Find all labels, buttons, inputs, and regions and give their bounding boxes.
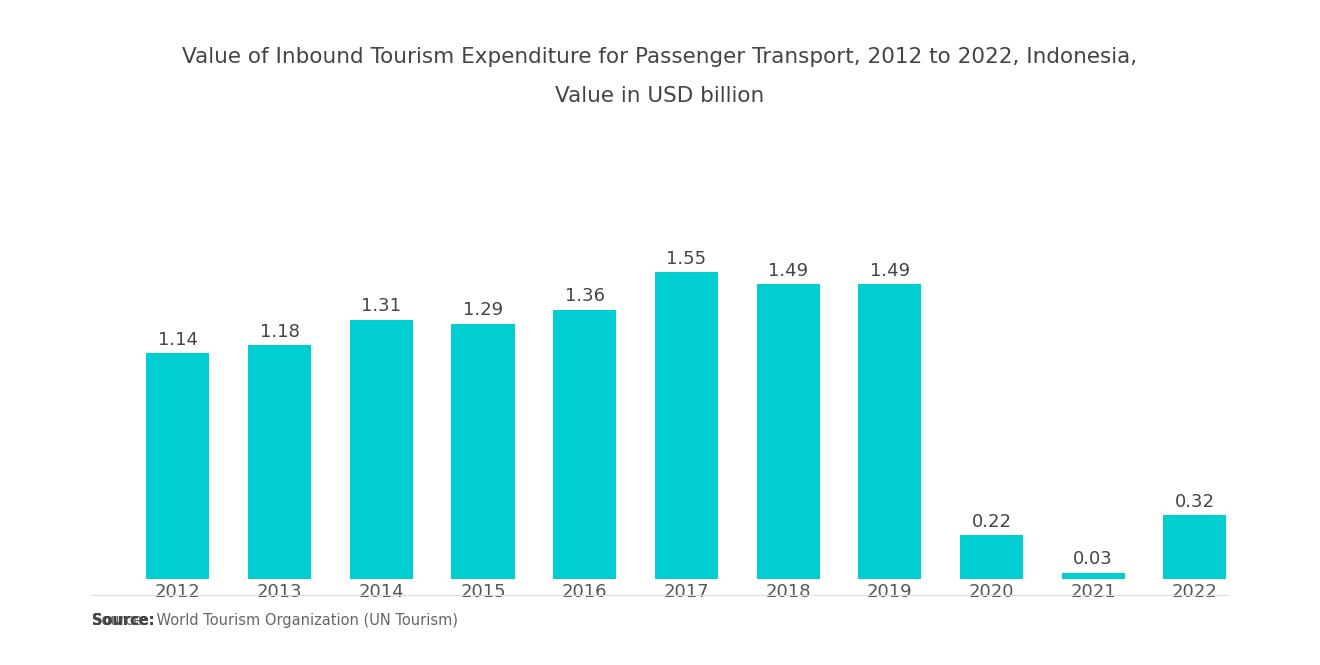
Bar — [858, 284, 921, 579]
Text: 1.36: 1.36 — [565, 287, 605, 305]
Bar — [248, 345, 312, 579]
Text: Source:: Source: — [92, 613, 154, 628]
Text: 1.55: 1.55 — [667, 250, 706, 268]
Bar — [960, 535, 1023, 579]
Text: 1.49: 1.49 — [870, 261, 909, 279]
Bar — [553, 310, 616, 579]
Text: 1.14: 1.14 — [158, 331, 198, 349]
Bar — [451, 323, 515, 579]
Bar — [655, 272, 718, 579]
Bar — [147, 353, 210, 579]
Bar — [1061, 573, 1125, 579]
Text: Source:  World Tourism Organization (UN Tourism): Source: World Tourism Organization (UN T… — [92, 613, 458, 628]
Text: 0.32: 0.32 — [1175, 493, 1214, 511]
Text: 0.03: 0.03 — [1073, 550, 1113, 569]
Bar — [350, 320, 413, 579]
Text: 1.29: 1.29 — [463, 301, 503, 319]
Text: 1.18: 1.18 — [260, 323, 300, 341]
Bar — [756, 284, 820, 579]
Text: 1.31: 1.31 — [362, 297, 401, 315]
Text: 1.49: 1.49 — [768, 261, 808, 279]
Bar — [1163, 515, 1226, 579]
Text: Source:: Source: — [92, 613, 154, 628]
Text: Value of Inbound Tourism Expenditure for Passenger Transport, 2012 to 2022, Indo: Value of Inbound Tourism Expenditure for… — [182, 47, 1138, 66]
Text: 0.22: 0.22 — [972, 513, 1011, 531]
Text: Value in USD billion: Value in USD billion — [556, 86, 764, 106]
